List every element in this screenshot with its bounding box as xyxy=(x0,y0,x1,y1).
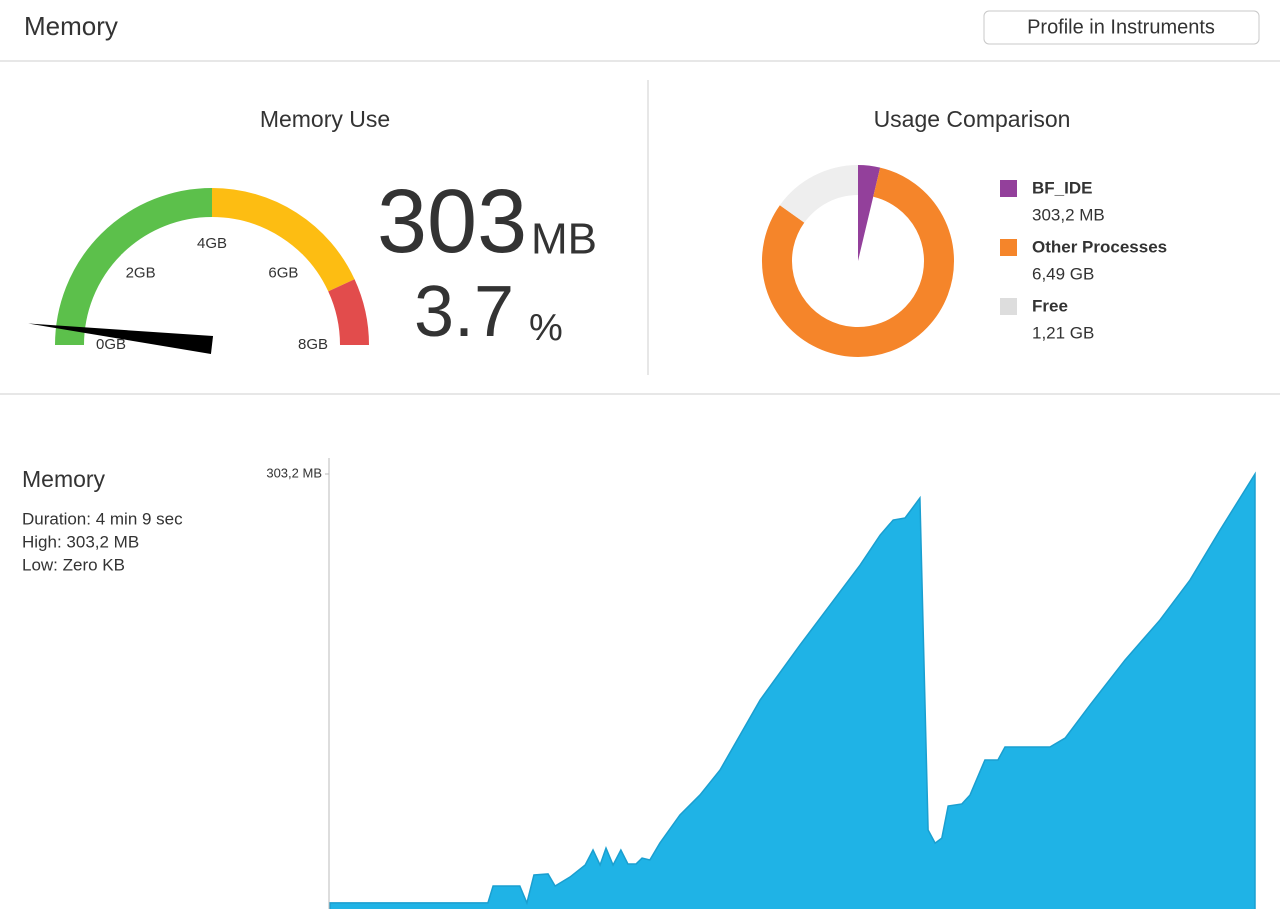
gauge-tick-label: 4GB xyxy=(197,235,227,252)
pie-title: Usage Comparison xyxy=(874,106,1071,132)
memory-percent: 3.7 xyxy=(414,272,514,352)
legend-swatch xyxy=(1000,298,1017,315)
memory-value: 303 xyxy=(377,172,527,272)
pie-slice xyxy=(779,165,859,224)
detail: High: 303,2 MB xyxy=(22,532,139,551)
legend-swatch xyxy=(1000,180,1017,197)
detail: Duration: 4 min 9 sec xyxy=(22,509,183,528)
gauge-tick-label: 8GB xyxy=(298,336,328,353)
gauge-title: Memory Use xyxy=(260,106,390,132)
legend-label: Free xyxy=(1032,296,1068,315)
button-frame[interactable] xyxy=(983,10,1260,45)
gauge-tick xyxy=(297,254,303,260)
legend-label: BF_IDE xyxy=(1032,178,1092,197)
legend-value: 6,49 GB xyxy=(1032,264,1094,283)
detail: Low: Zero KB xyxy=(22,555,125,574)
memory-area xyxy=(329,471,1256,909)
button-label[interactable]: Profile in Instruments xyxy=(1027,16,1215,38)
profile-button[interactable]: Profile in Instruments xyxy=(983,10,1260,45)
chart-title: Memory xyxy=(22,466,106,492)
legend-swatch xyxy=(1000,239,1017,256)
gauge-needle xyxy=(28,323,214,354)
pie-slice xyxy=(762,167,954,357)
memory-unit: MB xyxy=(531,215,597,264)
legend-value: 1,21 GB xyxy=(1032,323,1094,342)
gauge-tick xyxy=(121,254,127,260)
gauge-segment xyxy=(55,188,213,346)
gauge-segment xyxy=(211,188,355,292)
gauge-tick-label: 0GB xyxy=(96,336,126,353)
gauge-tick-label: 2GB xyxy=(126,265,156,282)
gauge-tick-label: 6GB xyxy=(268,265,298,282)
pie-slice xyxy=(858,165,881,261)
page-title: Memory xyxy=(24,11,118,41)
percent-unit: % xyxy=(529,307,563,349)
gauge-segment xyxy=(328,279,369,346)
legend-label: Other Processes xyxy=(1032,237,1167,256)
y-tick-label: 303,2 MB xyxy=(266,465,322,480)
legend-value: 303,2 MB xyxy=(1032,205,1105,224)
